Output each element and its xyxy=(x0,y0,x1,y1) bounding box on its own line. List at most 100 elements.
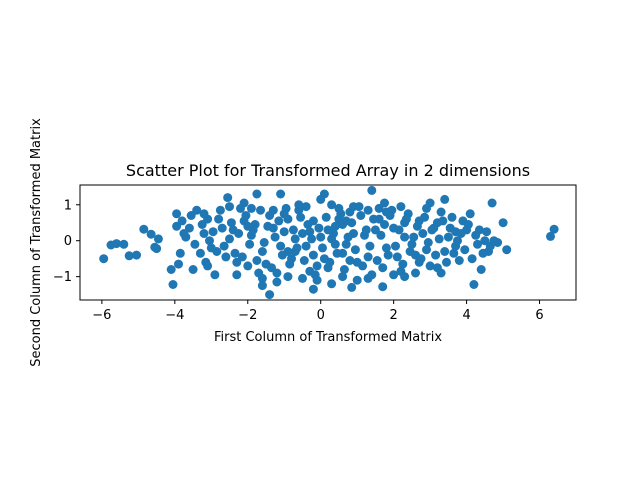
scatter-point xyxy=(405,247,415,256)
scatter-point xyxy=(252,189,262,199)
scatter-point xyxy=(283,247,293,256)
scatter-point xyxy=(365,241,375,251)
scatter-point xyxy=(367,185,377,195)
scatter-point xyxy=(259,238,269,247)
scatter-point xyxy=(283,272,293,282)
scatter-point xyxy=(400,232,410,242)
scatter-point xyxy=(502,245,512,255)
scatter-point xyxy=(312,261,322,271)
scatter-point xyxy=(225,202,234,212)
scatter-point xyxy=(199,229,209,238)
chart-title: Scatter Plot for Transformed Array in 2 … xyxy=(126,161,530,180)
scatter-point xyxy=(279,227,289,237)
scatter-point xyxy=(195,248,205,258)
y-axis-label: Second Column of Transformed Matrix xyxy=(29,118,44,367)
scatter-point xyxy=(301,241,311,251)
scatter-point xyxy=(265,290,275,300)
scatter-point xyxy=(215,205,225,215)
scatter-point xyxy=(205,236,214,246)
scatter-point xyxy=(263,221,273,231)
scatter-point xyxy=(383,250,393,260)
scatter-point xyxy=(449,248,459,258)
scatter-point xyxy=(546,231,555,241)
scatter-point xyxy=(378,263,388,273)
scatter-point xyxy=(119,239,129,249)
scatter-point xyxy=(416,254,426,264)
scatter-point xyxy=(214,214,224,224)
scatter-point xyxy=(270,232,280,242)
scatter-point xyxy=(431,250,441,260)
scatter-point xyxy=(338,220,348,229)
scatter-point xyxy=(225,234,234,244)
x-tick-label: −6 xyxy=(92,308,111,323)
scatter-point xyxy=(301,202,311,212)
scatter-point xyxy=(374,203,384,213)
scatter-point xyxy=(184,223,194,233)
scatter-point xyxy=(296,212,306,222)
scatter-point xyxy=(316,194,326,204)
scatter-point xyxy=(438,216,448,226)
scatter-point xyxy=(232,257,242,267)
scatter-point xyxy=(453,236,462,246)
scatter-point xyxy=(392,252,402,262)
scatter-point xyxy=(338,272,348,282)
scatter-point xyxy=(303,220,313,229)
scatter-point xyxy=(445,223,455,233)
scatter-point xyxy=(341,239,351,249)
scatter-point xyxy=(381,207,391,217)
scatter-point xyxy=(473,239,482,249)
scatter-point xyxy=(476,265,486,274)
scatter-point xyxy=(236,203,245,213)
scatter-point xyxy=(440,247,450,256)
scatter-point xyxy=(243,221,253,231)
scatter-point xyxy=(498,218,508,228)
scatter-point xyxy=(279,209,289,219)
scatter-point xyxy=(308,284,318,294)
scatter-point xyxy=(474,225,484,235)
scatter-point xyxy=(407,239,417,249)
scatter-point xyxy=(252,256,262,265)
x-tick-label: 2 xyxy=(390,308,398,323)
scatter-point xyxy=(257,273,267,283)
scatter-point xyxy=(391,241,400,251)
scatter-point xyxy=(256,205,265,215)
scatter-point xyxy=(425,261,435,271)
scatter-point xyxy=(489,236,499,246)
scatter-point xyxy=(469,280,479,289)
scatter-point xyxy=(219,241,229,251)
y-tick-label: −1 xyxy=(53,270,72,285)
scatter-point xyxy=(332,248,342,258)
scatter-point xyxy=(447,212,457,222)
scatter-point xyxy=(381,243,391,253)
scatter-point xyxy=(398,259,408,269)
scatter-point xyxy=(314,223,324,233)
scatter-point xyxy=(358,261,368,271)
scatter-point xyxy=(412,221,422,231)
scatter-point xyxy=(298,229,307,238)
scatter-point xyxy=(339,265,349,274)
scatter-point xyxy=(179,229,189,238)
scatter-point xyxy=(327,200,337,210)
scatter-point xyxy=(482,227,492,237)
scatter-point xyxy=(330,239,340,249)
scatter-point xyxy=(197,220,207,229)
scatter-point xyxy=(363,273,373,283)
scatter-point xyxy=(112,239,121,249)
scatter-point xyxy=(454,256,464,265)
scatter-point xyxy=(188,265,198,274)
scatter-point xyxy=(422,203,431,213)
scatter-point xyxy=(230,248,240,258)
scatter-point xyxy=(350,245,360,255)
scatter-point xyxy=(352,275,362,285)
scatter-point xyxy=(168,280,178,289)
scatter-point xyxy=(223,193,233,203)
scatter-point xyxy=(467,254,477,264)
scatter-point xyxy=(307,234,317,244)
scatter-point xyxy=(199,209,209,219)
scatter-point xyxy=(172,221,182,231)
scatter-point xyxy=(257,281,267,291)
scatter-point xyxy=(290,234,300,244)
scatter-point xyxy=(349,202,358,212)
scatter-points xyxy=(99,185,559,300)
